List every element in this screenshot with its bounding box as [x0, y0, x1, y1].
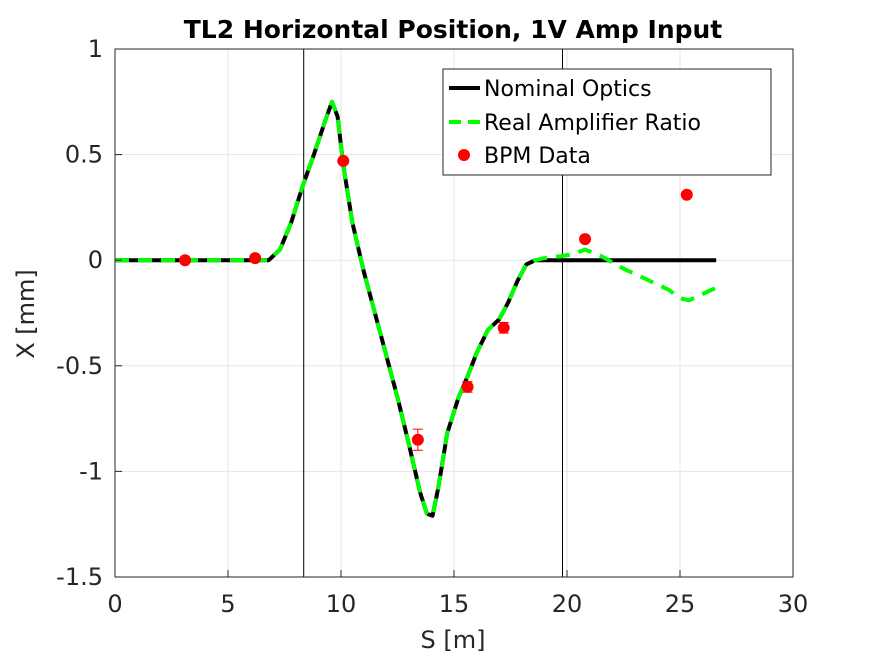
legend-box [442, 68, 772, 176]
bpm-data-point [337, 154, 350, 167]
y-tick-label: -0.5 [56, 352, 103, 380]
x-tick-label: 15 [439, 590, 470, 618]
bpm-data-point [579, 233, 592, 246]
x-tick-label: 25 [665, 590, 696, 618]
y-tick-label: 0 [88, 246, 103, 274]
bpm-data-point [179, 254, 192, 267]
y-axis-label: X [mm] [12, 269, 40, 359]
legend: Nominal Optics Real Amplifier Ratio BPM … [442, 68, 772, 176]
x-tick-label: 5 [220, 590, 235, 618]
x-tick-label: 0 [107, 590, 122, 618]
x-tick-label: 30 [778, 590, 809, 618]
bpm-data-point [497, 321, 510, 334]
x-tick-label: 10 [326, 590, 357, 618]
x-axis-label: S [m] [421, 626, 486, 654]
legend-bpm-swatch [458, 149, 470, 161]
bpm-data-point [680, 188, 693, 201]
y-axis-ticks: -1.5 -1 -0.5 0 0.5 1 [56, 35, 122, 591]
legend-real-amp-label: Real Amplifier Ratio [484, 111, 701, 136]
legend-bpm-label: BPM Data [484, 144, 591, 169]
plot-series [115, 99, 718, 518]
series-real-amplifier-ratio [115, 99, 718, 518]
chart-title: TL2 Horizontal Position, 1V Amp Input [184, 15, 723, 44]
y-tick-label: 0.5 [65, 141, 103, 169]
y-tick-label: -1 [79, 457, 103, 485]
x-axis-ticks: 0 5 10 15 20 25 30 [107, 570, 808, 618]
x-tick-label: 20 [552, 590, 583, 618]
bpm-data-point [249, 252, 262, 265]
bpm-data-point [411, 433, 424, 446]
legend-nominal-label: Nominal Optics [484, 77, 652, 102]
bpm-data-point [461, 380, 474, 393]
y-tick-label: -1.5 [56, 563, 103, 591]
y-tick-label: 1 [88, 35, 103, 63]
